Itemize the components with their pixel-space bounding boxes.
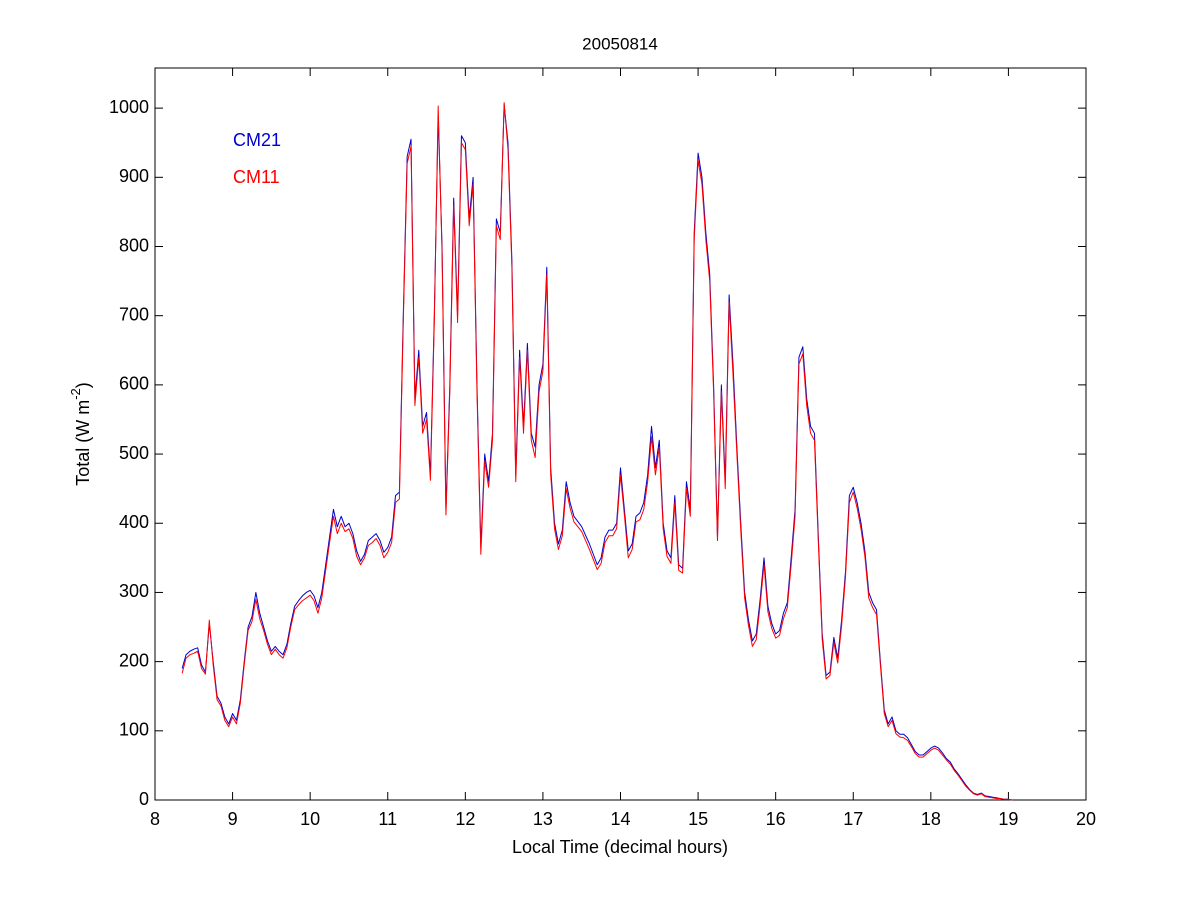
y-tick-label: 0 bbox=[139, 789, 149, 809]
x-tick-label: 11 bbox=[378, 809, 397, 829]
y-tick-label: 400 bbox=[119, 512, 149, 532]
legend-entry: CM21 bbox=[233, 130, 281, 150]
y-tick-label: 900 bbox=[119, 166, 149, 186]
x-tick-label: 8 bbox=[150, 809, 160, 829]
y-tick-label: 600 bbox=[119, 374, 149, 394]
x-tick-label: 19 bbox=[998, 809, 1018, 829]
data-line bbox=[181, 102, 1013, 801]
legend-entry: CM11 bbox=[233, 167, 280, 187]
x-tick-label: 9 bbox=[228, 809, 238, 829]
x-tick-label: 16 bbox=[766, 809, 786, 829]
y-tick-label: 300 bbox=[119, 581, 149, 601]
y-tick-label: 800 bbox=[119, 235, 149, 255]
x-tick-label: 10 bbox=[300, 809, 320, 829]
x-tick-label: 15 bbox=[688, 809, 708, 829]
y-axis-label-exponent: -2 bbox=[68, 388, 83, 400]
plot-area bbox=[154, 67, 1087, 801]
x-tick-label: 18 bbox=[921, 809, 941, 829]
y-tick-label: 1000 bbox=[109, 97, 149, 117]
x-tick-label: 17 bbox=[843, 809, 863, 829]
chart-title: 20050814 bbox=[582, 34, 658, 53]
x-tick-label: 13 bbox=[533, 809, 553, 829]
y-axis-label: Total (W m-2) bbox=[68, 382, 92, 486]
y-axis-label-end: ) bbox=[73, 382, 93, 388]
y-axis-label-text: Total (W m bbox=[73, 400, 93, 486]
y-tick-label: 500 bbox=[119, 443, 149, 463]
x-axis-label: Local Time (decimal hours) bbox=[512, 837, 728, 857]
y-tick-label: 100 bbox=[119, 720, 149, 740]
x-tick-label: 20 bbox=[1076, 809, 1096, 829]
x-tick-label: 12 bbox=[455, 809, 475, 829]
x-tick-label: 14 bbox=[610, 809, 630, 829]
data-line bbox=[181, 104, 1013, 801]
y-tick-label: 700 bbox=[119, 304, 149, 324]
y-tick-label: 200 bbox=[119, 650, 149, 670]
